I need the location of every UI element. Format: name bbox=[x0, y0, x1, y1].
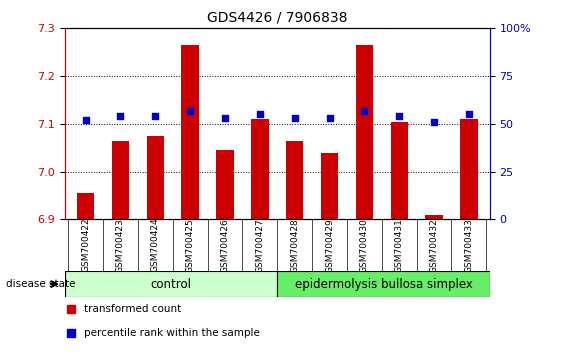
Text: epidermolysis bullosa simplex: epidermolysis bullosa simplex bbox=[294, 278, 472, 291]
Point bbox=[66, 331, 75, 336]
Text: GSM700432: GSM700432 bbox=[430, 218, 439, 273]
Point bbox=[290, 115, 299, 121]
Text: GSM700431: GSM700431 bbox=[395, 218, 404, 273]
Text: transformed count: transformed count bbox=[84, 303, 181, 314]
Bar bbox=[321, 153, 338, 219]
Bar bbox=[286, 141, 303, 219]
Bar bbox=[391, 121, 408, 219]
Bar bbox=[112, 141, 129, 219]
Text: GDS4426 / 7906838: GDS4426 / 7906838 bbox=[207, 11, 347, 25]
Text: GSM700433: GSM700433 bbox=[464, 218, 473, 273]
Text: GSM700430: GSM700430 bbox=[360, 218, 369, 273]
Point bbox=[221, 115, 230, 121]
Bar bbox=[426, 215, 443, 219]
Point bbox=[395, 113, 404, 119]
Bar bbox=[181, 45, 199, 219]
Bar bbox=[278, 271, 490, 297]
Text: GSM700426: GSM700426 bbox=[221, 218, 230, 273]
Point bbox=[116, 113, 125, 119]
Text: GSM700428: GSM700428 bbox=[290, 218, 299, 273]
Point bbox=[256, 112, 265, 117]
Point bbox=[151, 113, 160, 119]
Bar bbox=[146, 136, 164, 219]
Text: GSM700427: GSM700427 bbox=[256, 218, 265, 273]
Text: control: control bbox=[150, 278, 191, 291]
Bar bbox=[356, 45, 373, 219]
Text: GSM700423: GSM700423 bbox=[116, 218, 125, 273]
Bar bbox=[251, 119, 269, 219]
Point bbox=[186, 108, 195, 113]
Text: GSM700422: GSM700422 bbox=[81, 218, 90, 273]
Point bbox=[66, 306, 75, 312]
Text: GSM700425: GSM700425 bbox=[186, 218, 195, 273]
Point bbox=[464, 112, 473, 117]
Point bbox=[430, 119, 439, 125]
Bar bbox=[460, 119, 477, 219]
Bar bbox=[77, 193, 95, 219]
Point bbox=[360, 108, 369, 113]
Point bbox=[81, 117, 90, 123]
Text: percentile rank within the sample: percentile rank within the sample bbox=[84, 328, 260, 338]
Bar bbox=[65, 271, 278, 297]
Point bbox=[325, 115, 334, 121]
Text: GSM700424: GSM700424 bbox=[151, 218, 160, 273]
Text: GSM700429: GSM700429 bbox=[325, 218, 334, 273]
Bar bbox=[216, 150, 234, 219]
Text: disease state: disease state bbox=[6, 279, 75, 289]
